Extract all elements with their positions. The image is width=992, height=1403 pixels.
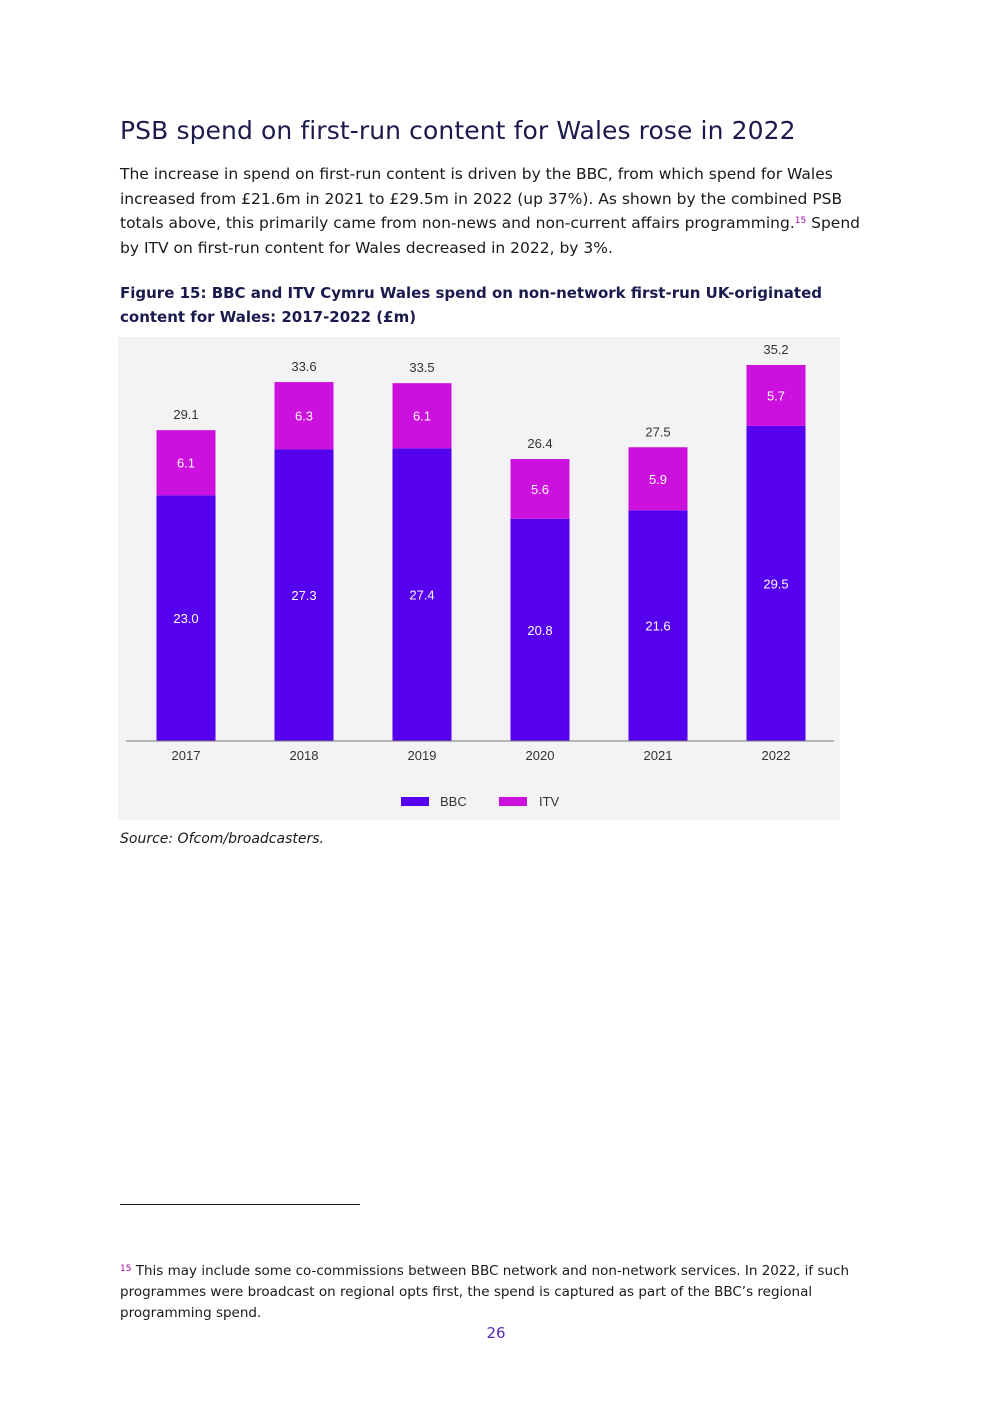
legend-swatch-itv [499, 797, 527, 806]
total-label-2019: 33.5 [409, 360, 434, 375]
figure-source: Source: Ofcom/broadcasters. [120, 831, 324, 847]
legend-swatch-bbc [401, 797, 429, 806]
total-label-2020: 26.4 [527, 436, 552, 451]
data-label-itv-2019: 6.1 [413, 409, 431, 424]
bar-itv-2017 [156, 430, 216, 496]
bar-bbc-2020 [510, 518, 570, 741]
chart-container: 23.0 6.1 29.1 2017 27.3 6.3 33.6 2018 27.4 6.1 33.… [118, 337, 840, 820]
body-paragraph: The increase in spend on first-run conte… [120, 162, 880, 260]
bar-itv-2019 [392, 383, 452, 449]
bar-bbc-2022 [746, 425, 806, 741]
page-number: 26 [486, 1324, 506, 1342]
data-label-bbc-2017: 23.0 [173, 611, 198, 626]
legend-label-itv: ITV [539, 794, 560, 809]
section-heading: PSB spend on first-run content for Wales… [120, 116, 796, 145]
total-label-2017: 29.1 [173, 407, 198, 422]
bar-bbc-2019 [392, 448, 452, 741]
x-tick-label-2018: 2018 [290, 748, 319, 763]
total-label-2018: 33.6 [291, 359, 316, 374]
bar-itv-2021 [628, 447, 688, 511]
total-label-2022: 35.2 [763, 342, 788, 357]
data-label-bbc-2018: 27.3 [291, 588, 316, 603]
paragraph-text-2: Spend by ITV on first-run content for Wa… [120, 214, 861, 257]
data-label-bbc-2022: 29.5 [763, 576, 788, 591]
bar-itv-2018 [274, 382, 334, 450]
footnote: 15 This may include some co-commissions … [120, 1261, 860, 1324]
x-tick-label-2017: 2017 [172, 748, 201, 763]
paragraph-text-1: The increase in spend on first-run conte… [120, 165, 843, 232]
data-label-itv-2022: 5.7 [767, 388, 785, 403]
figure-title: Figure 15: BBC and ITV Cymru Wales spend… [120, 284, 823, 326]
data-label-itv-2020: 5.6 [531, 482, 549, 497]
legend-label-bbc: BBC [440, 794, 467, 809]
data-label-itv-2018: 6.3 [295, 409, 313, 424]
data-label-bbc-2019: 27.4 [409, 588, 434, 603]
footnote-text: This may include some co-commissions bet… [120, 1263, 850, 1321]
data-label-bbc-2020: 20.8 [527, 623, 552, 638]
data-label-itv-2017: 6.1 [177, 456, 195, 471]
data-label-bbc-2021: 21.6 [645, 619, 670, 634]
bar-bbc-2018 [274, 449, 334, 741]
x-tick-label-2022: 2022 [762, 748, 791, 763]
x-tick-label-2021: 2021 [644, 748, 673, 763]
x-tick-label-2020: 2020 [526, 748, 555, 763]
footnote-reference[interactable]: 15 [794, 216, 807, 226]
total-label-2021: 27.5 [645, 424, 670, 439]
footnote-number: 15 [120, 1264, 132, 1274]
data-label-itv-2021: 5.9 [649, 472, 667, 487]
bar-itv-2020 [510, 459, 570, 519]
footnote-divider [120, 1204, 360, 1205]
bar-bbc-2017 [156, 495, 216, 741]
bar-bbc-2021 [628, 510, 688, 741]
x-tick-label-2019: 2019 [408, 748, 437, 763]
stacked-bar-chart: 23.0 6.1 29.1 2017 27.3 6.3 33.6 2018 27.4 6.1 33.… [126, 342, 834, 809]
bar-itv-2022 [746, 365, 806, 426]
